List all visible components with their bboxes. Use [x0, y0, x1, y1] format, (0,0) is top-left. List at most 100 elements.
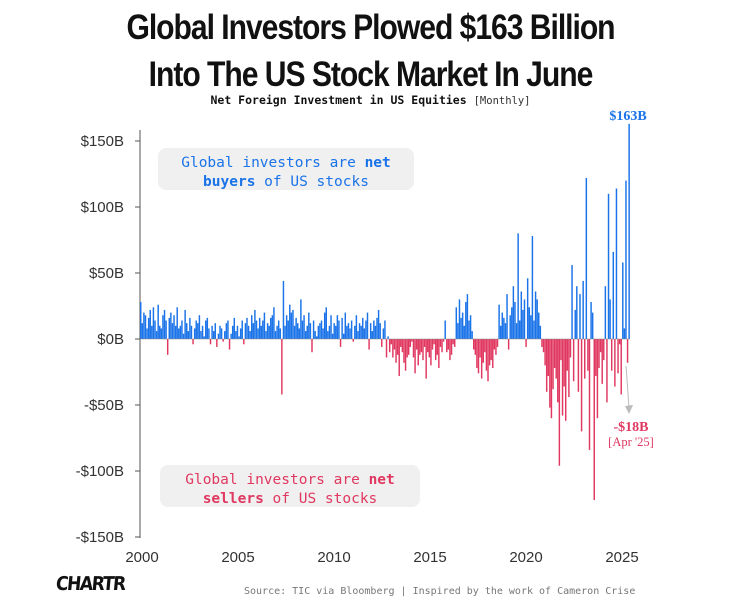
bar	[584, 339, 586, 379]
bar	[159, 325, 161, 339]
bar	[625, 180, 627, 339]
bar	[458, 299, 461, 339]
bar	[433, 339, 435, 345]
bar	[427, 339, 429, 353]
bar	[346, 325, 348, 339]
bar	[428, 339, 431, 358]
bar	[385, 339, 388, 358]
bar	[614, 339, 616, 387]
bar	[531, 236, 534, 339]
bar	[441, 339, 443, 353]
callout-buy-bold-2: buyers	[203, 174, 256, 190]
bar	[263, 312, 266, 339]
bar	[260, 325, 262, 339]
bar	[246, 317, 248, 339]
bar	[225, 323, 228, 339]
bar	[622, 262, 624, 339]
bar	[404, 339, 407, 371]
bar	[392, 339, 394, 358]
bar	[430, 339, 432, 366]
callout-sell-text: Global investors are	[185, 472, 369, 488]
bar	[365, 320, 367, 339]
bar	[279, 328, 282, 339]
bar	[479, 339, 481, 358]
callout-sell-bold: net	[368, 472, 395, 488]
bar	[452, 339, 454, 345]
bar	[403, 339, 405, 363]
bar	[533, 320, 535, 339]
bar	[563, 339, 565, 387]
bar	[419, 339, 421, 355]
bar	[212, 331, 215, 339]
bar	[170, 312, 172, 339]
bar	[396, 339, 399, 355]
bar	[241, 320, 243, 339]
bar	[173, 315, 175, 339]
bar	[384, 320, 386, 339]
bar	[526, 278, 529, 339]
bar	[273, 307, 275, 339]
x-tick-label: 2005	[221, 549, 254, 566]
bar	[140, 302, 142, 339]
bar	[287, 320, 289, 339]
bar	[610, 339, 613, 371]
last-value-label: $163B	[609, 109, 646, 124]
bar	[181, 320, 183, 339]
bar	[601, 339, 603, 384]
bar	[322, 328, 324, 339]
bar	[154, 320, 156, 339]
y-tick-label: $50B	[89, 265, 124, 282]
bar	[442, 339, 445, 342]
bar	[296, 323, 299, 339]
bar	[333, 323, 335, 339]
bar	[284, 325, 286, 339]
bar	[522, 309, 524, 339]
bar	[520, 291, 523, 339]
bar	[152, 307, 155, 339]
bar	[536, 299, 538, 339]
net-sellers-callout: Global investors are net sellers of US s…	[160, 465, 420, 507]
bar	[401, 339, 404, 353]
bar	[393, 339, 396, 350]
bar	[319, 323, 321, 339]
april-value-label: -$18B	[614, 420, 649, 435]
bar	[285, 315, 288, 339]
bar	[320, 320, 323, 339]
bar	[197, 323, 199, 339]
bar	[266, 323, 269, 339]
bar	[574, 309, 576, 339]
bar	[545, 339, 548, 392]
bar	[626, 339, 629, 363]
bar	[233, 317, 236, 339]
bar	[309, 323, 312, 339]
bar	[251, 315, 253, 339]
bar	[143, 312, 145, 339]
bar	[577, 339, 580, 392]
bar	[214, 323, 216, 339]
bar	[254, 309, 256, 339]
bar	[377, 309, 380, 339]
bar	[298, 328, 301, 339]
bar	[541, 339, 543, 347]
bar	[461, 312, 464, 339]
bar	[620, 339, 622, 395]
bar	[468, 320, 470, 339]
bar	[219, 325, 221, 339]
bar	[477, 339, 480, 374]
y-tick-label: -$100B	[76, 463, 124, 480]
bar	[618, 339, 621, 345]
bar	[425, 339, 427, 379]
bar	[316, 336, 318, 339]
bar	[449, 339, 451, 361]
bar	[373, 320, 375, 339]
bar	[595, 339, 597, 376]
bar	[576, 286, 578, 339]
bar	[192, 339, 194, 345]
bar	[411, 339, 413, 342]
bar	[314, 331, 316, 339]
bar	[550, 339, 553, 419]
bar	[558, 339, 561, 466]
bar	[230, 333, 232, 339]
bar	[363, 328, 366, 339]
bar	[444, 320, 446, 339]
